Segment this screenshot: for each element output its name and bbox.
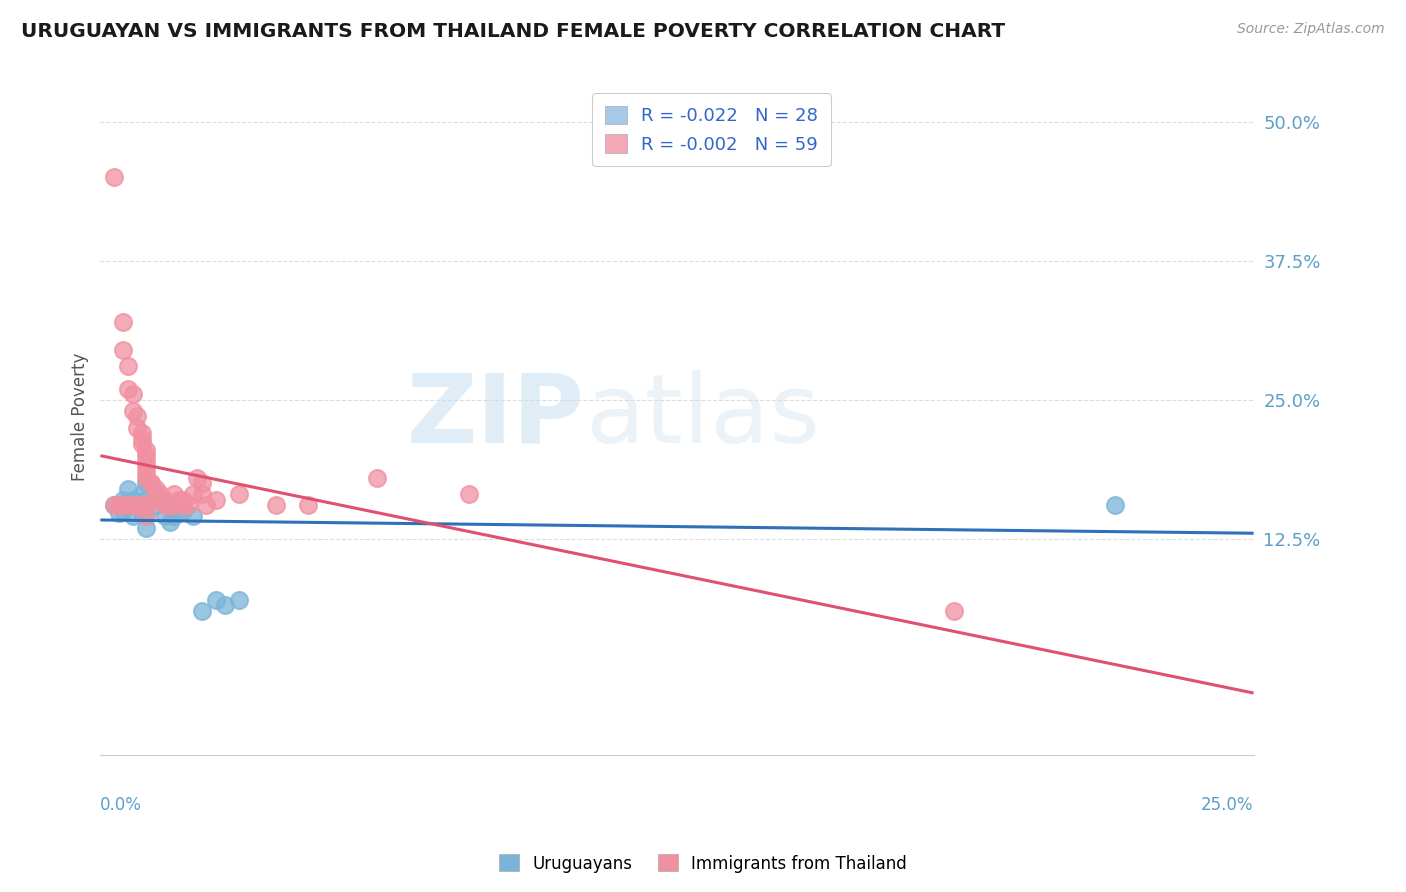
Point [191, 604, 214, 618]
Point [1104, 498, 1126, 512]
Point [103, 170, 125, 185]
Point [121, 492, 143, 507]
Point [107, 498, 129, 512]
Point [135, 498, 157, 512]
Point [297, 498, 319, 512]
Point [131, 425, 153, 440]
Point [145, 482, 167, 496]
Point [135, 448, 157, 462]
Point [103, 498, 125, 512]
Point [228, 487, 250, 501]
Point [149, 492, 172, 507]
Point [112, 343, 135, 357]
Point [121, 387, 143, 401]
Point [112, 315, 135, 329]
Point [135, 465, 157, 479]
Point [112, 504, 135, 518]
Point [191, 487, 214, 501]
Point [117, 498, 139, 512]
Point [458, 487, 481, 501]
Point [195, 498, 218, 512]
Point [135, 454, 157, 468]
Point [117, 382, 139, 396]
Point [131, 487, 153, 501]
Point [163, 509, 186, 524]
Point [107, 506, 129, 520]
Point [127, 498, 149, 512]
Legend: Uruguayans, Immigrants from Thailand: Uruguayans, Immigrants from Thailand [492, 847, 914, 880]
Point [127, 420, 149, 434]
Point [172, 498, 194, 512]
Point [112, 498, 135, 512]
Point [204, 592, 226, 607]
Point [103, 498, 125, 512]
Point [135, 506, 157, 520]
Point [112, 492, 135, 507]
Text: 25.0%: 25.0% [1201, 796, 1254, 814]
Text: URUGUAYAN VS IMMIGRANTS FROM THAILAND FEMALE POVERTY CORRELATION CHART: URUGUAYAN VS IMMIGRANTS FROM THAILAND FE… [21, 22, 1005, 41]
Point [135, 470, 157, 484]
Point [121, 404, 143, 418]
Point [159, 498, 181, 512]
Point [139, 476, 162, 491]
Point [127, 409, 149, 424]
Point [153, 509, 176, 524]
Point [181, 509, 204, 524]
Point [181, 487, 204, 501]
Point [117, 482, 139, 496]
Point [159, 498, 181, 512]
Point [172, 498, 194, 512]
Point [135, 459, 157, 474]
Point [145, 487, 167, 501]
Point [172, 504, 194, 518]
Point [172, 492, 194, 507]
Point [159, 498, 181, 512]
Point [264, 498, 287, 512]
Point [228, 592, 250, 607]
Point [139, 476, 162, 491]
Point [135, 442, 157, 457]
Point [204, 492, 226, 507]
Point [159, 498, 181, 512]
Point [135, 492, 157, 507]
Point [163, 487, 186, 501]
Point [117, 359, 139, 374]
Point [131, 498, 153, 512]
Point [149, 487, 172, 501]
Point [117, 498, 139, 512]
Text: ZIP: ZIP [406, 370, 585, 463]
Point [191, 476, 214, 491]
Text: 0.0%: 0.0% [100, 796, 142, 814]
Point [135, 476, 157, 491]
Text: Source: ZipAtlas.com: Source: ZipAtlas.com [1237, 22, 1385, 37]
Point [131, 437, 153, 451]
Point [942, 604, 965, 618]
Point [153, 498, 176, 512]
Point [131, 432, 153, 446]
Point [127, 498, 149, 512]
Point [149, 492, 172, 507]
Point [177, 498, 200, 512]
Point [366, 470, 388, 484]
Y-axis label: Female Poverty: Female Poverty [72, 352, 89, 481]
Point [135, 520, 157, 534]
Point [131, 506, 153, 520]
Point [163, 498, 186, 512]
Point [121, 509, 143, 524]
Point [214, 599, 236, 613]
Point [186, 470, 208, 484]
Point [145, 498, 167, 512]
Legend: R = -0.022   N = 28, R = -0.002   N = 59: R = -0.022 N = 28, R = -0.002 N = 59 [592, 94, 831, 166]
Point [153, 492, 176, 507]
Text: atlas: atlas [585, 370, 820, 463]
Point [167, 492, 190, 507]
Point [135, 509, 157, 524]
Point [159, 515, 181, 529]
Point [145, 492, 167, 507]
Point [121, 498, 143, 512]
